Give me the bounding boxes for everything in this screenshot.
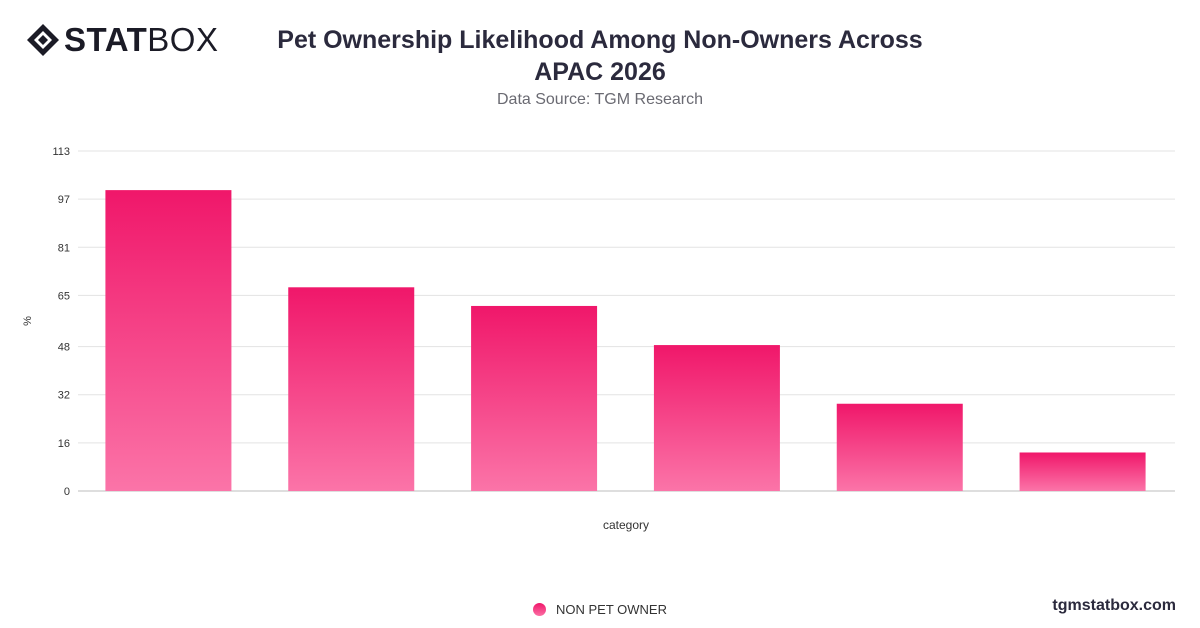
bar[interactable]	[288, 287, 415, 491]
bar[interactable]	[836, 403, 963, 491]
y-tick-label: 113	[52, 146, 70, 158]
y-tick-label: 81	[58, 242, 70, 254]
chart-title-line2: APAC 2026	[534, 58, 666, 86]
bar[interactable]	[653, 345, 780, 491]
y-tick-label: 16	[58, 438, 70, 450]
y-tick-label: 65	[58, 290, 70, 302]
y-tick-label: 48	[58, 342, 70, 354]
bars	[105, 190, 1146, 491]
logo-wordmark: STATBOX	[64, 22, 218, 58]
chart-subtitle: Data Source: TGM Research	[496, 91, 703, 108]
y-tick-label: 97	[58, 194, 70, 206]
logo-bold-text: STAT	[64, 21, 148, 58]
y-axis-label: %	[22, 316, 34, 326]
bar[interactable]	[105, 190, 232, 491]
legend-label: NON PET OWNER	[556, 602, 667, 617]
legend[interactable]: NON PET OWNER	[0, 602, 1200, 617]
statbox-logo: STATBOX	[26, 22, 218, 58]
bar[interactable]	[1019, 452, 1146, 491]
x-axis-label: category	[603, 518, 649, 532]
chart-title-line1: Pet Ownership Likelihood Among Non-Owner…	[277, 26, 923, 54]
statbox-diamond-icon	[27, 24, 59, 56]
y-tick-label: 0	[64, 486, 70, 498]
footer-brand: tgmstatbox.com	[1052, 597, 1176, 614]
chart-title: Pet Ownership Likelihood Among Non-Owner…	[240, 24, 960, 88]
gridlines	[78, 150, 1175, 492]
logo-light-text: BOX	[147, 21, 219, 58]
y-tick-label: 32	[58, 390, 70, 402]
y-axis-ticks: 0 16 32 48 65 81 97 113	[52, 146, 70, 498]
bar[interactable]	[471, 305, 598, 491]
bar-chart: 0 16 32 48 65 81 97 113 % category	[22, 146, 1175, 532]
legend-swatch	[533, 603, 546, 616]
